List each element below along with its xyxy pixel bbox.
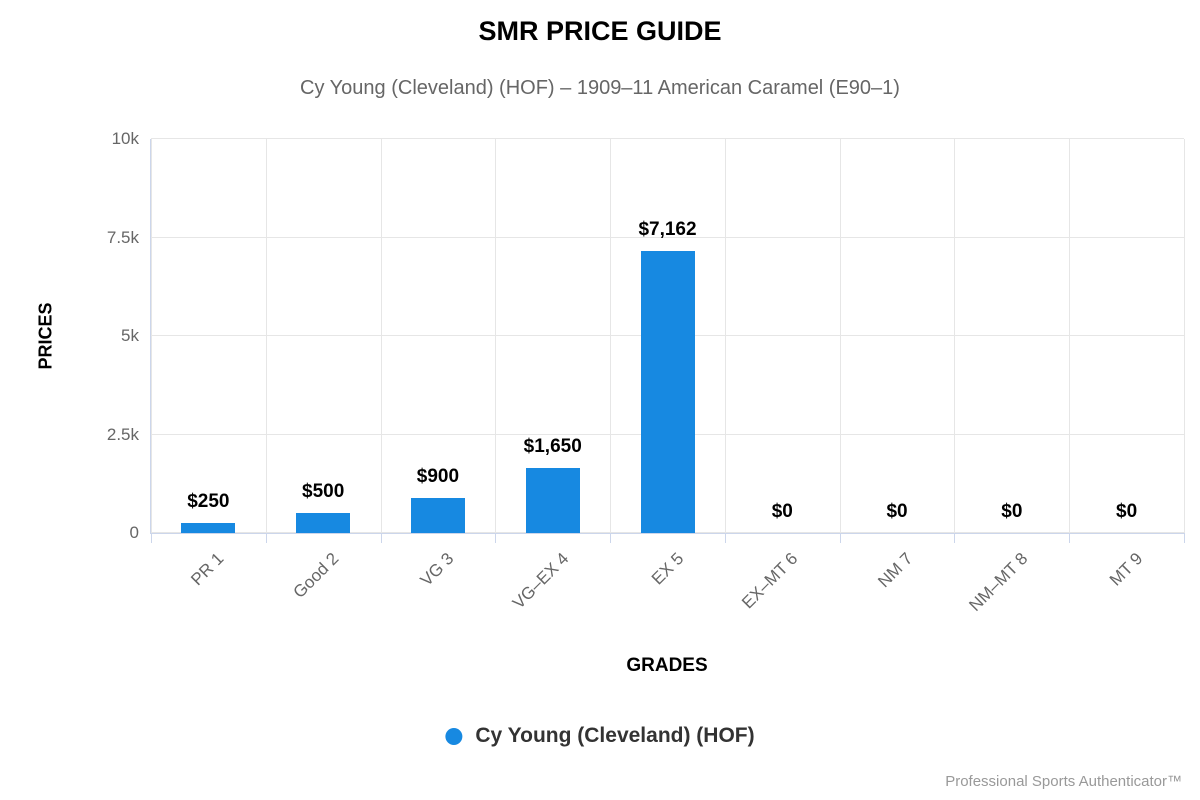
- x-tick-mark: [840, 533, 841, 543]
- legend-label: Cy Young (Cleveland) (HOF): [475, 724, 755, 747]
- x-tick-label: EX–MT 6: [738, 549, 802, 613]
- y-tick-label: 0: [129, 523, 139, 542]
- plot-area: 0 2.5k 5k 7.5k 10k $250 PR 1 $500 Good 2 $900 VG 3…: [107, 129, 1185, 615]
- x-axis-title: GRADES: [626, 655, 708, 676]
- x-tick-label: VG 3: [416, 549, 458, 590]
- chart-title: SMR PRICE GUIDE: [478, 16, 722, 46]
- gridline: [1184, 139, 1185, 533]
- gridline: [381, 139, 382, 533]
- bar-value-label: $1,650: [523, 436, 582, 457]
- bar[interactable]: [296, 513, 351, 533]
- gridline: [1069, 139, 1070, 533]
- x-tick-label: NM–MT 8: [965, 549, 1032, 615]
- x-tick-label: VG–EX 4: [508, 549, 573, 613]
- bar[interactable]: [410, 498, 465, 533]
- legend-item[interactable]: Cy Young (Cleveland) (HOF): [445, 724, 755, 748]
- gridline: [495, 139, 496, 533]
- gridline: [725, 139, 726, 533]
- x-tick-mark: [610, 533, 611, 543]
- gridline: [266, 139, 267, 533]
- y-axis-title: PRICES: [35, 302, 56, 370]
- bar-value-label: $500: [302, 481, 345, 502]
- gridline: [151, 139, 152, 533]
- x-tick-mark: [1069, 533, 1070, 543]
- y-tick-label: 5k: [121, 326, 139, 345]
- x-tick-mark: [725, 533, 726, 543]
- chart-subtitle: Cy Young (Cleveland) (HOF) – 1909–11 Ame…: [300, 77, 900, 99]
- y-tick-label: 2.5k: [106, 424, 139, 444]
- x-tick-mark: [495, 533, 496, 543]
- x-tick-mark: [381, 533, 382, 543]
- bar-value-label: $0: [1001, 501, 1023, 522]
- x-tick-label: EX 5: [647, 549, 687, 589]
- x-tick-mark: [954, 533, 955, 543]
- x-tick-label: PR 1: [187, 549, 228, 590]
- x-tick-label: NM 7: [874, 549, 917, 592]
- bar-value-label: $0: [1116, 501, 1138, 522]
- bar[interactable]: [525, 468, 580, 533]
- gridline: [840, 139, 841, 533]
- y-tick-label: 7.5k: [106, 227, 139, 247]
- bar-value-label: $900: [416, 466, 460, 487]
- credits-label: Professional Sports Authenticator™: [945, 773, 1182, 790]
- gridline: [954, 139, 955, 533]
- x-tick-mark: [266, 533, 267, 543]
- x-tick-label: Good 2: [289, 549, 343, 602]
- y-tick-label: 10k: [111, 129, 139, 148]
- bar[interactable]: [640, 251, 695, 533]
- legend-marker-icon: [445, 727, 463, 745]
- gridline: [151, 236, 1184, 238]
- gridline: [610, 139, 611, 533]
- x-tick-label: MT 9: [1105, 549, 1147, 590]
- bar-value-label: $250: [187, 491, 230, 512]
- x-tick-mark: [1184, 533, 1185, 543]
- x-tick-mark: [151, 533, 152, 543]
- bar-value-label: $0: [886, 501, 908, 522]
- bar-value-label: $7,162: [638, 219, 697, 240]
- bar-value-label: $0: [771, 501, 793, 522]
- bar[interactable]: [181, 523, 236, 533]
- gridline: [151, 138, 1184, 139]
